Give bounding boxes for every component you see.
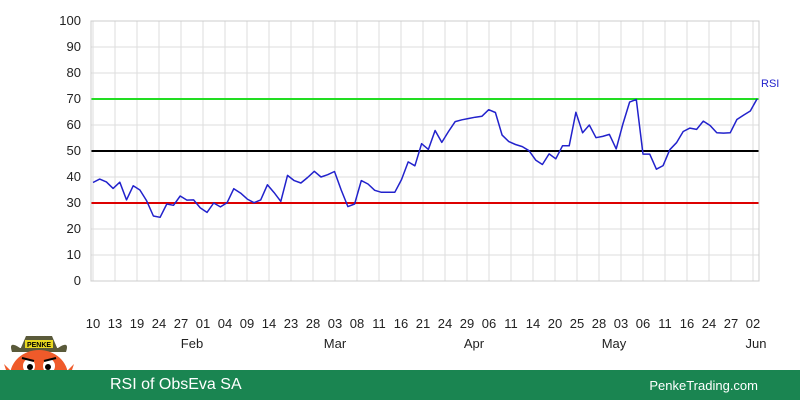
mascot-badge-text: PENKE — [27, 342, 51, 349]
x-tick-label: 16 — [680, 316, 694, 331]
month-label-may: May — [602, 336, 627, 351]
footer-bar: RSI of ObsEva SA PenkeTrading.com — [0, 370, 800, 400]
month-label-apr: Apr — [464, 336, 485, 351]
x-tick-label: 23 — [284, 316, 298, 331]
x-tick-label: 24 — [438, 316, 452, 331]
x-tick-label: 29 — [460, 316, 474, 331]
x-tick-label: 14 — [262, 316, 276, 331]
x-tick-label: 03 — [614, 316, 628, 331]
x-tick-label: 27 — [174, 316, 188, 331]
plot-frame — [90, 20, 760, 282]
y-tick-label: 90 — [67, 39, 81, 54]
y-tick-label: 20 — [67, 221, 81, 236]
x-tick-label: 09 — [240, 316, 254, 331]
y-tick-label: 0 — [74, 273, 81, 288]
series-line-rsi — [92, 98, 758, 219]
x-tick-label: 10 — [86, 316, 100, 331]
rsi-chart: RSI 0 10 20 30 40 50 60 70 80 90 100 10 13 19 24 27 01 0… — [59, 13, 779, 351]
x-tick-label: 06 — [636, 316, 650, 331]
x-tick-label: 02 — [746, 316, 760, 331]
x-tick-label: 14 — [526, 316, 540, 331]
month-label-feb: Feb — [181, 336, 203, 351]
x-axis-ticks: 10 13 19 24 27 01 04 09 14 23 28 03 08 11 16 21 24 29 06 11… — [86, 316, 760, 331]
x-tick-label: 24 — [152, 316, 166, 331]
reference-lines — [91, 98, 759, 204]
x-tick-label: 11 — [658, 316, 672, 331]
y-tick-label: 30 — [67, 195, 81, 210]
chart-title: RSI of ObsEva SA — [110, 376, 242, 393]
x-tick-label: 19 — [130, 316, 144, 331]
month-label-mar: Mar — [324, 336, 347, 351]
x-tick-label: 11 — [372, 316, 386, 331]
x-tick-label: 03 — [328, 316, 342, 331]
x-tick-label: 01 — [196, 316, 210, 331]
month-label-jun: Jun — [746, 336, 767, 351]
x-tick-label: 16 — [394, 316, 408, 331]
series-label-rsi: RSI — [761, 78, 779, 90]
x-tick-label: 25 — [570, 316, 584, 331]
x-tick-label: 21 — [416, 316, 430, 331]
x-tick-label: 08 — [350, 316, 364, 331]
x-tick-label: 24 — [702, 316, 716, 331]
rsi-series: RSI — [92, 78, 779, 219]
y-tick-label: 50 — [67, 143, 81, 158]
x-tick-label: 13 — [108, 316, 122, 331]
y-tick-label: 100 — [59, 13, 81, 28]
x-tick-label: 20 — [548, 316, 562, 331]
y-tick-label: 60 — [67, 117, 81, 132]
y-axis-ticks: 0 10 20 30 40 50 60 70 80 90 100 — [59, 13, 81, 288]
y-tick-label: 10 — [67, 247, 81, 262]
month-labels: Feb Mar Apr May Jun — [181, 336, 767, 351]
y-tick-label: 80 — [67, 65, 81, 80]
x-tick-label: 06 — [482, 316, 496, 331]
x-tick-label: 27 — [724, 316, 738, 331]
x-tick-label: 11 — [504, 316, 518, 331]
x-tick-label: 04 — [218, 316, 232, 331]
x-tick-label: 28 — [306, 316, 320, 331]
y-tick-label: 70 — [67, 91, 81, 106]
x-tick-label: 28 — [592, 316, 606, 331]
y-tick-label: 40 — [67, 169, 81, 184]
site-link[interactable]: PenkeTrading.com — [649, 378, 758, 393]
